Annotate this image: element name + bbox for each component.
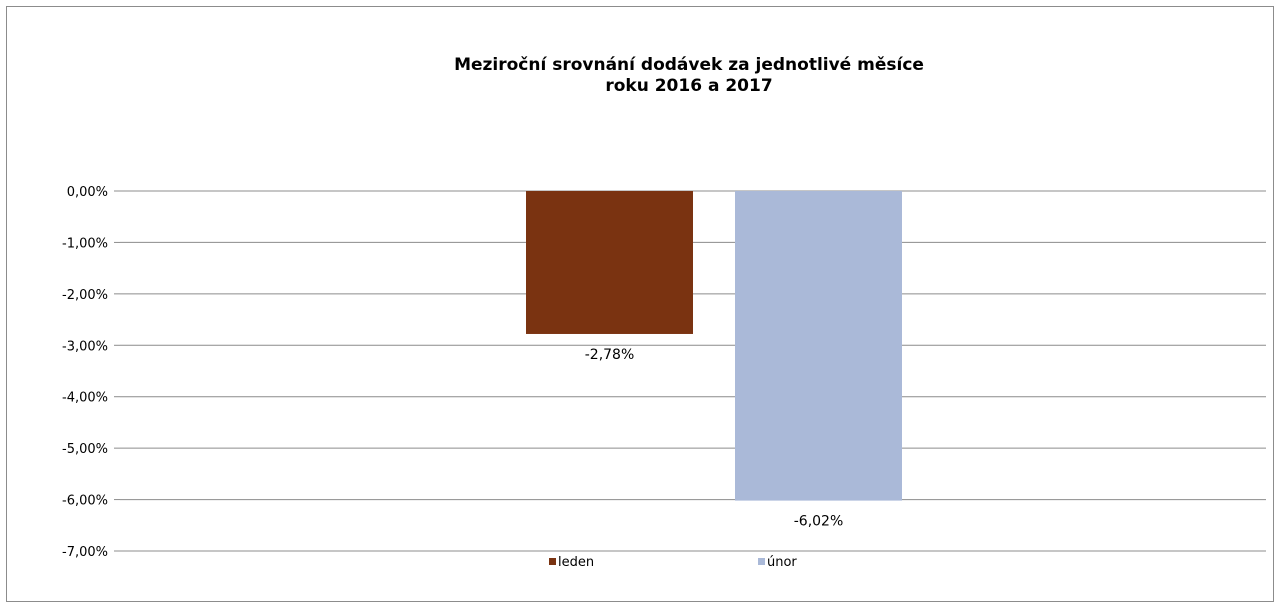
legend-swatch [549,558,556,565]
y-tick-label: -5,00% [62,442,108,457]
y-tick-label: -7,00% [62,545,108,560]
legend-swatch [758,558,765,565]
chart-title-block: Meziroční srovnání dodávek za jednotlivé… [0,55,1282,97]
y-tick-label: -6,00% [62,494,108,509]
y-tick-label: -4,00% [62,391,108,406]
y-tick-label: 0,00% [67,185,108,200]
bar-2 [735,191,902,501]
legend-label: leden [558,555,594,570]
chart-subtitle: roku 2016 a 2017 [605,76,773,96]
bar-1 [526,191,693,334]
data-label: -6,02% [794,514,844,530]
legend-label: únor [767,555,797,570]
chart-title: Meziroční srovnání dodávek za jednotlivé… [454,55,924,75]
y-tick-label: -1,00% [62,236,108,251]
data-label: -2,78% [585,347,635,363]
y-tick-label: -2,00% [62,288,108,303]
y-tick-label: -3,00% [62,339,108,354]
